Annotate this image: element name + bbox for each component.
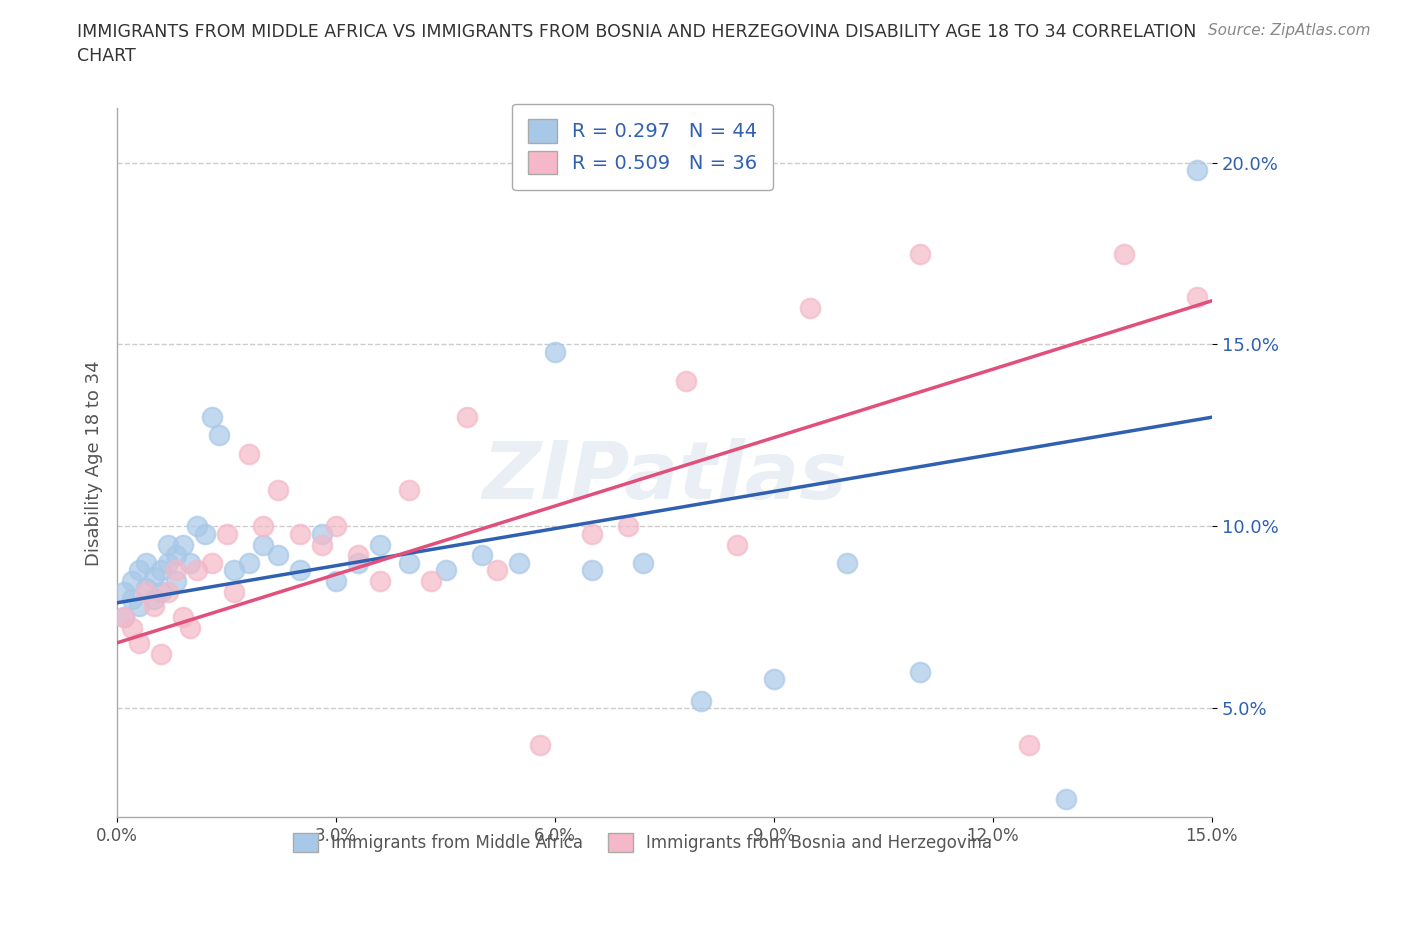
- Text: Source: ZipAtlas.com: Source: ZipAtlas.com: [1208, 23, 1371, 38]
- Point: [114, 610, 136, 625]
- Point: [675, 374, 697, 389]
- Point: [471, 548, 494, 563]
- Point: [157, 538, 180, 552]
- Point: [121, 591, 143, 606]
- Point: [485, 563, 508, 578]
- Text: ZIPatlas: ZIPatlas: [482, 438, 846, 516]
- Point: [544, 344, 567, 359]
- Point: [142, 599, 165, 614]
- Point: [908, 664, 931, 679]
- Point: [1018, 737, 1040, 752]
- Point: [325, 574, 347, 589]
- Point: [1185, 290, 1208, 305]
- Point: [368, 538, 391, 552]
- Point: [172, 610, 194, 625]
- Point: [165, 574, 187, 589]
- Point: [238, 555, 260, 570]
- Point: [121, 574, 143, 589]
- Point: [149, 646, 172, 661]
- Point: [128, 563, 150, 578]
- Point: [311, 526, 333, 541]
- Point: [252, 519, 274, 534]
- Point: [114, 584, 136, 599]
- Point: [157, 555, 180, 570]
- Text: IMMIGRANTS FROM MIDDLE AFRICA VS IMMIGRANTS FROM BOSNIA AND HERZEGOVINA DISABILI: IMMIGRANTS FROM MIDDLE AFRICA VS IMMIGRA…: [77, 23, 1197, 65]
- Point: [347, 555, 370, 570]
- Point: [267, 548, 290, 563]
- Point: [222, 563, 245, 578]
- Point: [581, 526, 603, 541]
- Point: [288, 563, 311, 578]
- Point: [690, 694, 713, 709]
- Point: [121, 621, 143, 636]
- Point: [835, 555, 858, 570]
- Point: [1114, 246, 1136, 261]
- Point: [128, 599, 150, 614]
- Point: [238, 446, 260, 461]
- Point: [368, 574, 391, 589]
- Point: [128, 635, 150, 650]
- Point: [157, 584, 180, 599]
- Point: [456, 410, 478, 425]
- Point: [252, 538, 274, 552]
- Point: [142, 570, 165, 585]
- Point: [194, 526, 217, 541]
- Point: [420, 574, 443, 589]
- Point: [267, 483, 290, 498]
- Point: [179, 621, 201, 636]
- Point: [172, 538, 194, 552]
- Point: [201, 410, 224, 425]
- Y-axis label: Disability Age 18 to 34: Disability Age 18 to 34: [86, 360, 103, 565]
- Point: [1185, 163, 1208, 178]
- Point: [398, 483, 420, 498]
- Point: [398, 555, 420, 570]
- Point: [799, 300, 821, 315]
- Point: [149, 584, 172, 599]
- Point: [631, 555, 654, 570]
- Point: [135, 555, 157, 570]
- Point: [149, 563, 172, 578]
- Point: [529, 737, 551, 752]
- Point: [135, 580, 157, 595]
- Point: [325, 519, 347, 534]
- Point: [135, 584, 157, 599]
- Point: [762, 671, 785, 686]
- Point: [208, 428, 231, 443]
- Point: [142, 591, 165, 606]
- Point: [311, 538, 333, 552]
- Point: [1054, 791, 1077, 806]
- Point: [179, 555, 201, 570]
- Point: [114, 610, 136, 625]
- Point: [186, 519, 208, 534]
- Point: [165, 548, 187, 563]
- Point: [165, 563, 187, 578]
- Point: [347, 548, 370, 563]
- Point: [222, 584, 245, 599]
- Point: [508, 555, 530, 570]
- Point: [908, 246, 931, 261]
- Legend: Immigrants from Middle Africa, Immigrants from Bosnia and Herzegovina: Immigrants from Middle Africa, Immigrant…: [285, 827, 1000, 858]
- Point: [727, 538, 749, 552]
- Point: [434, 563, 457, 578]
- Point: [186, 563, 208, 578]
- Point: [215, 526, 238, 541]
- Point: [581, 563, 603, 578]
- Point: [617, 519, 640, 534]
- Point: [288, 526, 311, 541]
- Point: [201, 555, 224, 570]
